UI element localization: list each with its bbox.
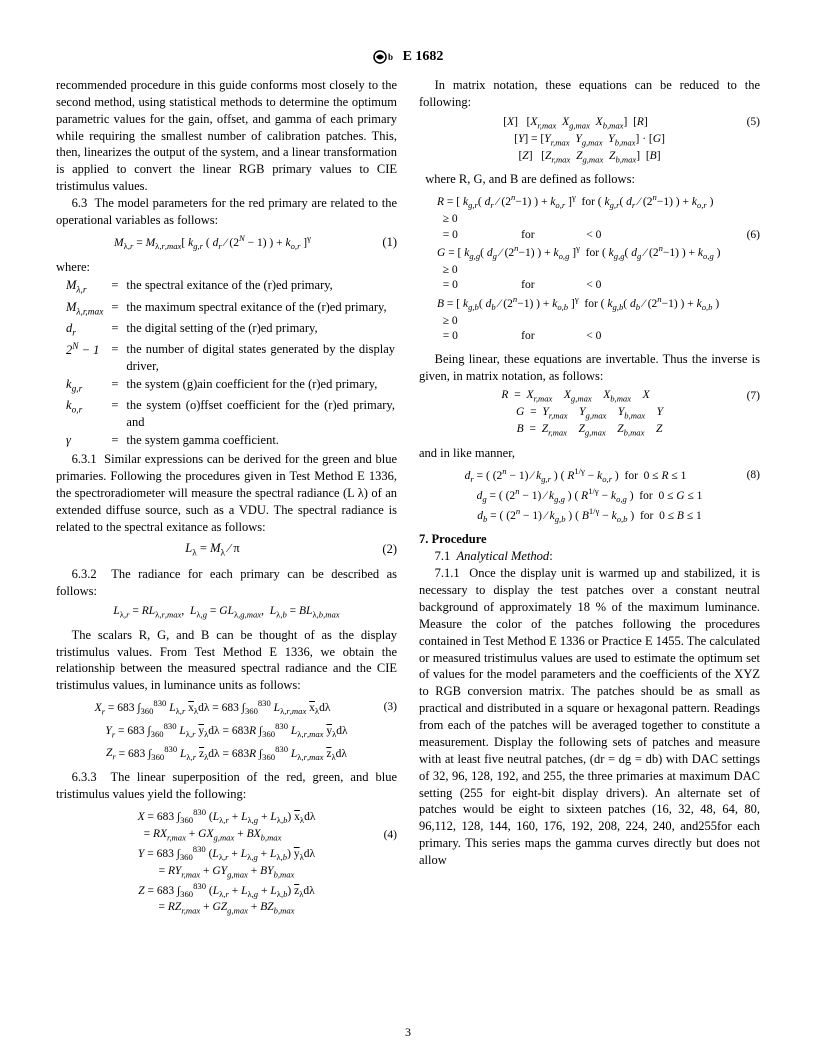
equation-number: (4): [369, 828, 397, 844]
equation-number: (6): [732, 228, 760, 244]
para-6-3-3: 6.3.3 The linear superposition of the re…: [56, 769, 397, 803]
para-invertable: Being linear, these equations are invert…: [419, 351, 760, 385]
svg-text:b: b: [388, 52, 393, 62]
equation-number: (8): [732, 468, 760, 484]
para-label: 6.3.2: [72, 567, 97, 581]
para-likewise: and in like manner,: [419, 445, 760, 462]
equation-primary-radiance: Lλ,r = RLλ,r,max, Lλ,g = GLλ,g,max, Lλ,b…: [56, 604, 397, 621]
para-7-1: 7.1 Analytical Method:: [419, 548, 760, 565]
equation-body: dr = ( (2n − 1) ∕ kg,r ) ( R1/γ − ko,r )…: [419, 466, 732, 486]
where-row: kg,r=the system (g)ain coefficient for t…: [64, 376, 397, 397]
page: b E 1682 recommended procedure in this g…: [0, 0, 816, 1056]
para-text: The radiance for each primary can be des…: [56, 567, 397, 598]
where-row: Mλ,r=the spectral exitance of the (r)ed …: [64, 277, 397, 298]
para-label: 6.3: [72, 196, 88, 210]
para-label: 7.1: [435, 549, 451, 563]
two-column-body: recommended procedure in this guide conf…: [56, 77, 760, 917]
para-6-3-2: 6.3.2 The radiance for each primary can …: [56, 566, 397, 600]
section-7-heading: 7. Procedure: [419, 531, 760, 548]
para-where-rgb: where R, G, and B are defined as follows…: [419, 171, 760, 188]
page-header: b E 1682: [56, 48, 760, 67]
para-label: 6.3.1: [72, 452, 97, 466]
equation-number: (5): [732, 115, 760, 131]
where-row: γ=the system gamma coefficient.: [64, 432, 397, 450]
para-text: Once the display unit is warmed up and s…: [419, 566, 760, 867]
where-row: 2N − 1=the number of digital states gene…: [64, 341, 397, 376]
equation-number: (3): [369, 700, 397, 716]
para-scalars: The scalars R, G, and B can be thought o…: [56, 627, 397, 695]
para-title: Analytical Method: [457, 549, 550, 563]
para-6-3-1: 6.3.1 Similar expressions can be derived…: [56, 451, 397, 535]
para-text: The linear superposition of the red, gre…: [56, 770, 397, 801]
where-row: ko,r=the system (o)ffset coefficient for…: [64, 397, 397, 432]
page-number: 3: [0, 1024, 816, 1040]
equation-3: Xr = 683 ∫360830 Lλ,r xλdλ = 683 ∫360830…: [56, 698, 397, 763]
para-text: Similar expressions can be derived for t…: [56, 452, 397, 534]
para-label: 6.3.3: [72, 770, 97, 784]
astm-logo-icon: b: [373, 50, 399, 64]
equation-2: Lλ = Mλ ∕ π (2): [56, 540, 397, 560]
equation-7: R = Xr,max Xg,max Xb,max X (7) G = Yr,ma…: [419, 388, 760, 439]
where-table: Mλ,r=the spectral exitance of the (r)ed …: [64, 277, 397, 449]
where-label: where:: [56, 259, 397, 276]
equation-body: [X] [Xr,max Xg,max Xb,max] [R]: [419, 115, 732, 132]
para-7-1-1: 7.1.1 Once the display unit is warmed up…: [419, 565, 760, 869]
equation-1: Mλ,r = Mλ,r,max ​[ kg,r ( dr ∕ (2N − 1) …: [56, 233, 397, 253]
para-label: 7.1.1: [435, 566, 460, 580]
equation-body: R = Xr,max Xg,max Xb,max X: [419, 388, 732, 405]
equation-body: Mλ,r = Mλ,r,max ​[ kg,r ( dr ∕ (2N − 1) …: [56, 233, 369, 253]
equation-number: (1): [369, 234, 397, 251]
para-6-3: 6.3 The model parameters for the red pri…: [56, 195, 397, 229]
para-matrix-intro: In matrix notation, these equations can …: [419, 77, 760, 111]
para-intro: recommended procedure in this guide conf…: [56, 77, 397, 195]
equation-body: Lλ = Mλ ∕ π: [56, 540, 369, 560]
equation-8: dr = ( (2n − 1) ∕ kg,r ) ( R1/γ − ko,r )…: [419, 466, 760, 525]
standard-number: E 1682: [403, 48, 444, 67]
equation-number: (2): [369, 541, 397, 558]
equation-5: [X] [Xr,max Xg,max Xb,max] [R] (5) [Y] =…: [419, 115, 760, 166]
equation-number: (7): [732, 389, 760, 405]
where-row: Mλ,r,max=the maximum spectral exitance o…: [64, 299, 397, 320]
equation-4: X = 683 ∫360830 (Lλ,r + Lλ,g + Lλ,b) xλd…: [56, 807, 397, 917]
para-text: The model parameters for the red primary…: [56, 196, 397, 227]
where-row: dr=the digital setting of the (r)ed prim…: [64, 320, 397, 341]
equation-body: Xr = 683 ∫360830 Lλ,r xλdλ = 683 ∫360830…: [56, 698, 369, 718]
equation-6: R = [ kg,r( dr ∕ (2n−1) ) + ko,r ]γ for …: [419, 192, 760, 344]
